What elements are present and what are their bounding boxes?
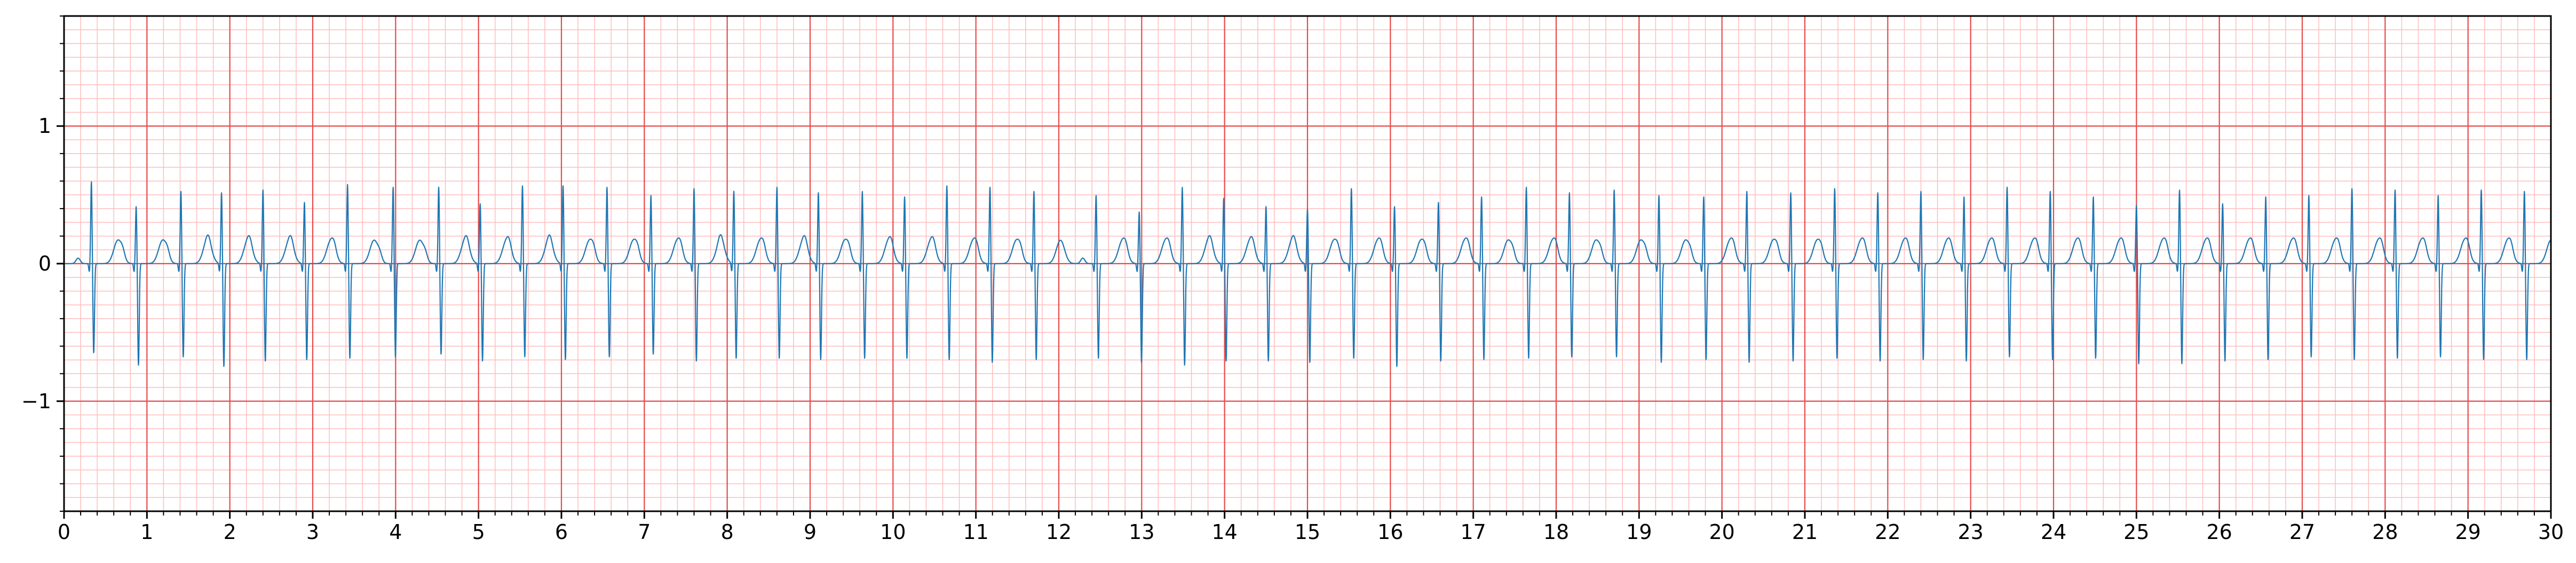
- x-tick-label: 8: [721, 520, 734, 544]
- y-tick-label: 0: [38, 252, 51, 275]
- x-tick-label: 18: [1543, 520, 1569, 544]
- x-tick-label: 22: [1875, 520, 1900, 544]
- x-tick-label: 25: [2123, 520, 2149, 544]
- x-tick-label: 27: [2289, 520, 2315, 544]
- x-tick-label: 13: [1129, 520, 1154, 544]
- x-tick-label: 7: [638, 520, 651, 544]
- x-tick-label: 24: [2041, 520, 2066, 544]
- x-tick-label: 10: [880, 520, 906, 544]
- y-axis: −1 0 1: [21, 15, 64, 512]
- x-tick-label: 11: [963, 520, 988, 544]
- ecg-trace: [64, 181, 2551, 367]
- x-tick-label: 3: [306, 520, 319, 544]
- x-axis: 0 1 2 3 4 5 6 7 8 9 10 11 12 13 14 15 16 17 18 19 20 21 22 23 24…: [58, 511, 2564, 544]
- y-tick-label: 1: [38, 114, 51, 138]
- x-tick-label: 16: [1377, 520, 1403, 544]
- x-tick-label: 23: [1957, 520, 1983, 544]
- x-tick-label: 21: [1792, 520, 1818, 544]
- x-tick-label: 26: [2206, 520, 2232, 544]
- x-tick-label: 17: [1460, 520, 1486, 544]
- x-tick-label: 28: [2372, 520, 2398, 544]
- x-tick-label: 12: [1046, 520, 1072, 544]
- y-tick-label: −1: [21, 390, 51, 413]
- x-tick-label: 20: [1709, 520, 1734, 544]
- x-tick-label: 4: [389, 520, 402, 544]
- x-tick-label: 19: [1626, 520, 1652, 544]
- x-tick-label: 0: [58, 520, 70, 544]
- x-tick-label: 6: [555, 520, 568, 544]
- x-tick-label: 14: [1211, 520, 1237, 544]
- x-tick-label: 5: [472, 520, 485, 544]
- x-tick-label: 2: [224, 520, 236, 544]
- x-tick-label: 30: [2538, 520, 2564, 544]
- x-tick-label: 15: [1295, 520, 1320, 544]
- x-tick-label: 1: [140, 520, 153, 544]
- x-tick-label: 9: [804, 520, 817, 544]
- x-tick-label: 29: [2455, 520, 2480, 544]
